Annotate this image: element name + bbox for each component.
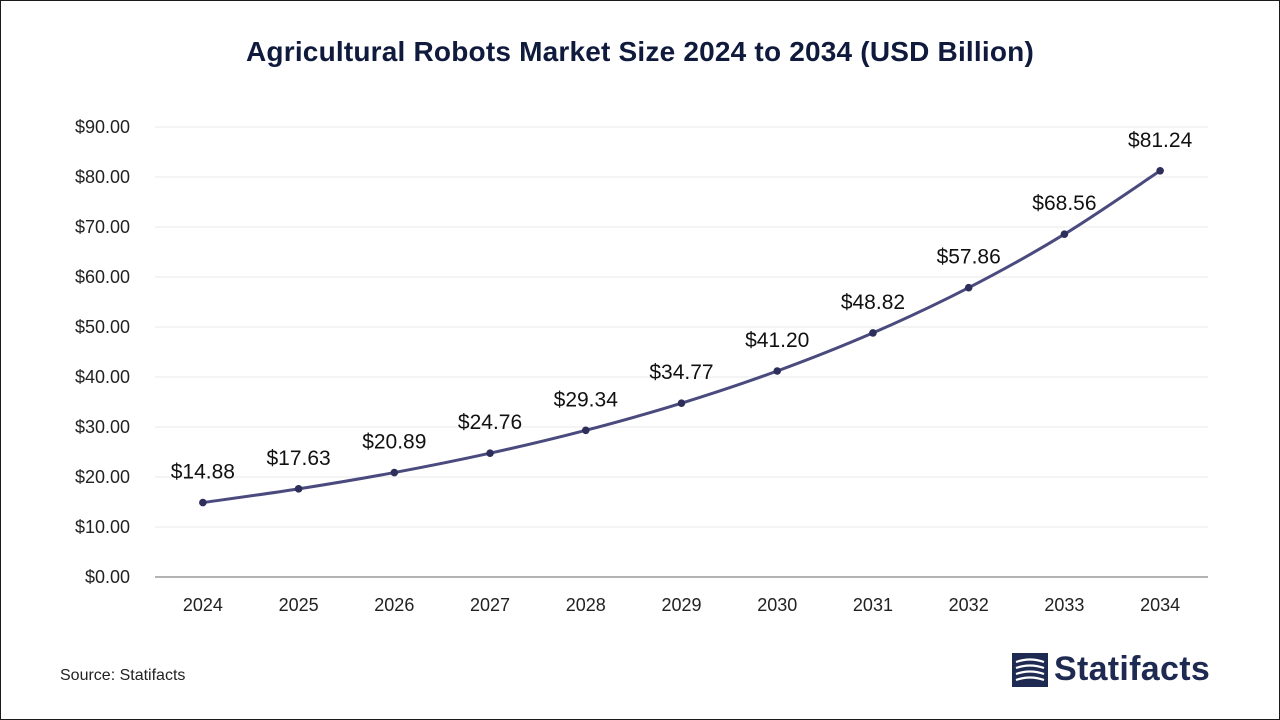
data-label: $24.76	[458, 411, 522, 434]
y-tick-label: $20.00	[75, 467, 130, 487]
x-tick-label: 2028	[566, 595, 606, 615]
x-tick-label: 2024	[183, 595, 223, 615]
data-label: $41.20	[745, 329, 809, 352]
data-point	[869, 329, 877, 337]
y-tick-label: $10.00	[75, 517, 130, 537]
data-label: $34.77	[649, 361, 713, 384]
x-tick-label: 2034	[1140, 595, 1180, 615]
data-label: $57.86	[937, 246, 1001, 269]
data-point	[294, 485, 303, 493]
y-tick-label: $80.00	[75, 167, 130, 187]
x-tick-label: 2030	[757, 595, 797, 615]
x-tick-labels: 2024 2025 2026 2027 2028 2029 2030 2031 2032 2033…	[183, 595, 1180, 615]
data-label: $29.34	[554, 388, 619, 411]
data-label: $48.82	[841, 291, 905, 314]
y-tick-label: $30.00	[75, 417, 130, 437]
data-point	[773, 367, 782, 375]
data-label: $14.88	[171, 461, 235, 484]
source-note: Source: Statifacts	[60, 667, 186, 684]
x-tick-label: 2029	[661, 595, 701, 615]
data-label: $81.24	[1128, 129, 1193, 152]
y-tick-label: $90.00	[75, 117, 130, 137]
data-point	[677, 399, 686, 407]
y-tick-label: $50.00	[75, 317, 130, 337]
data-label: $17.63	[266, 447, 330, 470]
x-tick-label: 2026	[374, 595, 414, 615]
data-label: $20.89	[362, 431, 426, 454]
data-point	[390, 468, 399, 477]
y-tick-label: $0.00	[85, 567, 130, 587]
x-tick-label: 2025	[279, 595, 319, 615]
data-points	[199, 167, 1164, 507]
chart-title: Agricultural Robots Market Size 2024 to …	[246, 36, 1034, 67]
x-tick-label: 2031	[853, 595, 893, 615]
data-point	[1156, 167, 1164, 175]
data-point	[199, 498, 207, 507]
x-tick-label: 2032	[949, 595, 989, 615]
data-point	[581, 426, 590, 435]
brand-name: Statifacts	[1054, 650, 1211, 688]
x-tick-label: 2027	[470, 595, 510, 615]
data-label: $68.56	[1032, 192, 1096, 215]
y-tick-label: $60.00	[75, 267, 130, 287]
x-tick-label: 2033	[1044, 595, 1084, 615]
statifacts-logo-icon	[1012, 652, 1048, 687]
data-point	[486, 449, 494, 458]
data-point	[1060, 230, 1069, 238]
data-labels: $14.88 $17.63 $20.89 $24.76 $29.34 $34.77 $41.…	[171, 129, 1193, 484]
series-line-group	[201, 169, 1162, 505]
gridlines	[155, 126, 1208, 528]
brand-logo: Statifacts	[1012, 650, 1210, 689]
data-point	[964, 283, 973, 292]
y-tick-labels: $0.00 $10.00 $20.00 $30.00 $40.00 $50.00 $60.0…	[75, 117, 130, 587]
y-tick-label: $70.00	[75, 217, 130, 237]
series-line	[201, 169, 1162, 505]
y-tick-label: $40.00	[75, 367, 130, 387]
